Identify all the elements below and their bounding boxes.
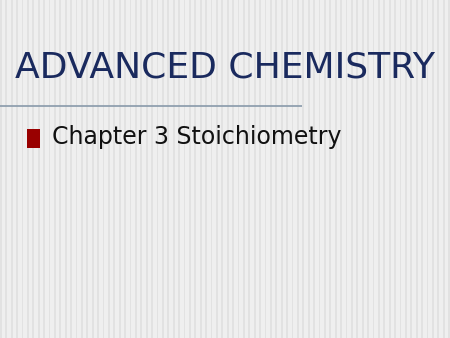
Bar <box>216 0 218 338</box>
Bar <box>65 0 67 338</box>
Bar <box>265 0 266 338</box>
Bar <box>49 0 50 338</box>
Bar <box>146 0 148 338</box>
Bar <box>286 0 288 338</box>
Bar <box>356 0 358 338</box>
Bar <box>270 0 272 338</box>
Bar <box>437 0 439 338</box>
Bar <box>324 0 326 338</box>
Bar <box>97 0 99 338</box>
Bar <box>173 0 175 338</box>
Bar <box>405 0 407 338</box>
Bar <box>113 0 115 338</box>
Bar <box>367 0 369 338</box>
Bar <box>221 0 223 338</box>
Bar <box>227 0 229 338</box>
Bar <box>135 0 137 338</box>
Bar <box>275 0 277 338</box>
Bar <box>259 0 261 338</box>
Bar <box>297 0 299 338</box>
Bar <box>329 0 331 338</box>
Bar <box>319 0 320 338</box>
Bar <box>11 0 13 338</box>
Bar <box>308 0 310 338</box>
Bar <box>194 0 196 338</box>
Bar <box>335 0 337 338</box>
Bar <box>103 0 104 338</box>
Text: Chapter 3 Stoichiometry: Chapter 3 Stoichiometry <box>52 125 341 149</box>
Bar <box>421 0 423 338</box>
Bar <box>86 0 88 338</box>
Bar <box>362 0 364 338</box>
Bar <box>92 0 94 338</box>
Bar <box>32 0 34 338</box>
Bar <box>162 0 164 338</box>
Bar <box>400 0 401 338</box>
Bar <box>27 0 29 338</box>
Bar <box>448 0 450 338</box>
Bar <box>157 0 158 338</box>
Bar <box>243 0 245 338</box>
Bar <box>302 0 304 338</box>
Bar <box>200 0 202 338</box>
Bar <box>378 0 380 338</box>
Bar <box>416 0 418 338</box>
Bar <box>184 0 185 338</box>
Bar <box>81 0 83 338</box>
Bar <box>232 0 234 338</box>
Bar <box>76 0 77 338</box>
Bar <box>351 0 353 338</box>
Bar <box>281 0 283 338</box>
Bar <box>70 0 72 338</box>
Bar <box>16 0 18 338</box>
Bar <box>189 0 191 338</box>
Bar <box>5 0 7 338</box>
Bar <box>59 0 61 338</box>
Bar <box>373 0 374 338</box>
Bar <box>124 0 126 338</box>
Bar <box>151 0 153 338</box>
Bar <box>38 0 40 338</box>
Bar <box>140 0 142 338</box>
Bar <box>389 0 391 338</box>
Bar <box>119 0 121 338</box>
Bar <box>248 0 250 338</box>
Bar <box>27 129 40 148</box>
Bar <box>254 0 256 338</box>
Bar <box>178 0 180 338</box>
Bar <box>432 0 434 338</box>
Bar <box>238 0 239 338</box>
Bar <box>340 0 342 338</box>
Bar <box>0 0 2 338</box>
Bar <box>211 0 212 338</box>
Bar <box>43 0 45 338</box>
Bar <box>383 0 385 338</box>
Bar <box>394 0 396 338</box>
Bar <box>410 0 412 338</box>
Bar <box>443 0 445 338</box>
Bar <box>22 0 23 338</box>
Text: ADVANCED CHEMISTRY: ADVANCED CHEMISTRY <box>15 51 435 84</box>
Bar <box>427 0 428 338</box>
Bar <box>205 0 207 338</box>
Bar <box>346 0 347 338</box>
Bar <box>313 0 315 338</box>
Bar <box>108 0 110 338</box>
Bar <box>54 0 56 338</box>
Bar <box>167 0 169 338</box>
Bar <box>130 0 131 338</box>
Bar <box>292 0 293 338</box>
